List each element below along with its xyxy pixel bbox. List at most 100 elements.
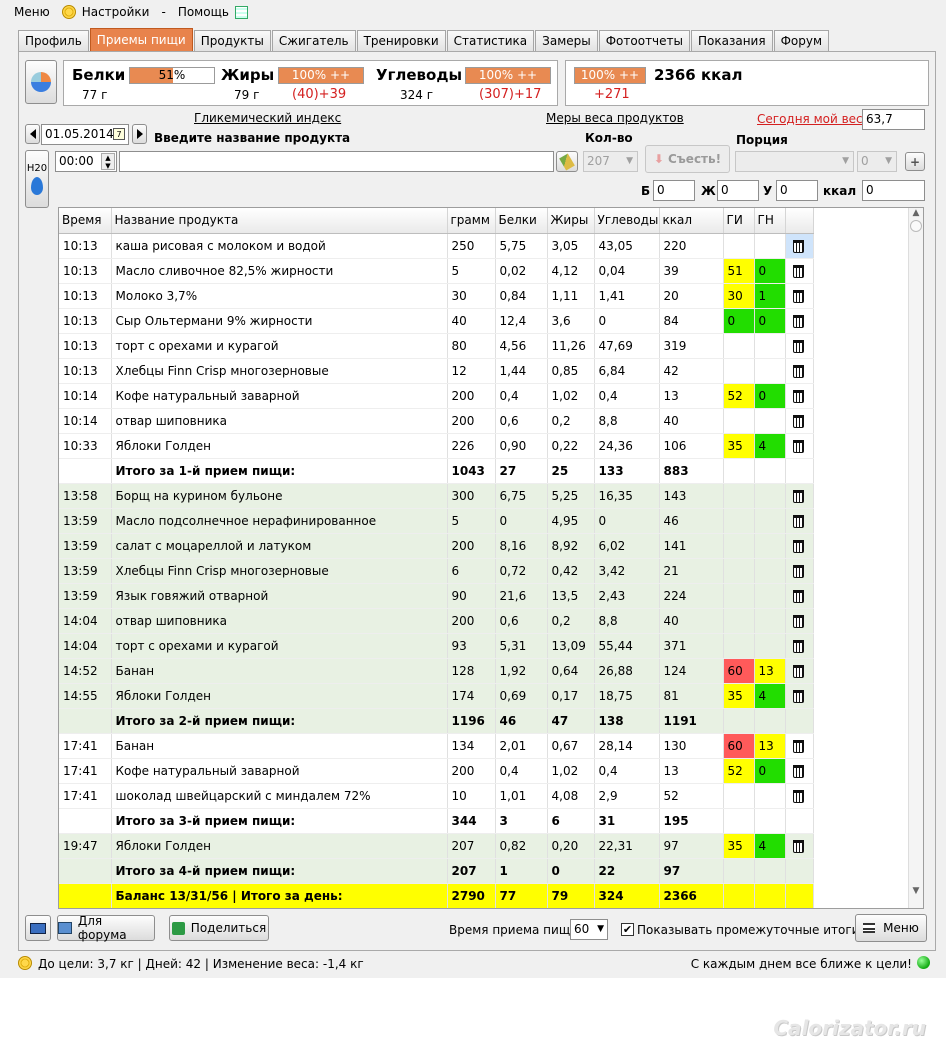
trash-icon[interactable] [792,489,804,503]
table-row[interactable]: 10:13 торт с орехами и курагой 80 4,56 11,26… [59,333,814,359]
table-row[interactable]: 13:59 Хлебцы Finn Crisp многозерновые 6 0,7… [59,558,814,584]
trash-icon[interactable] [792,664,804,678]
trash-icon[interactable] [792,514,804,528]
trash-icon[interactable] [792,839,804,853]
table-row[interactable]: 13:58 Борщ на курином бульоне 300 6,75 5,25 1… [59,483,814,509]
menu-button[interactable]: Меню [855,914,927,942]
tab-5[interactable]: Статистика [446,30,535,51]
scroll-up-arrow[interactable]: ▲ [912,208,920,218]
tab-9[interactable]: Форум [773,30,830,51]
table-row[interactable]: 10:14 Кофе натуральный заварной 200 0,4 1,02… [59,383,814,409]
menu-item-help[interactable]: Помощь [178,5,248,19]
time-spinner[interactable]: ▲ ▼ [101,153,115,170]
time-input[interactable]: 00:00 ▲ ▼ [55,151,117,172]
tab-1[interactable]: Приемы пищи [89,28,193,51]
table-row[interactable]: 14:52 Банан 128 1,92 0,64 26,88 124 60 13 [59,658,814,684]
next-date-button[interactable] [132,124,147,144]
trash-icon[interactable] [792,364,804,378]
tab-6[interactable]: Замеры [535,30,598,51]
table-total-row[interactable]: Итого за 1-й прием пищи: 1043 27 25 133 883 [59,458,814,484]
share-button[interactable]: Поделиться [169,915,269,941]
water-button[interactable]: H20 [25,150,49,208]
trash-icon[interactable] [792,539,804,553]
table-row[interactable]: 10:13 Молоко 3,7% 30 0,84 1,11 1,41 20 30 1 [59,283,814,309]
column-header[interactable]: Жиры [547,208,595,234]
trash-icon[interactable] [792,339,804,353]
column-header[interactable]: ГН [754,208,786,234]
trash-icon[interactable] [792,264,804,278]
table-scrollbar[interactable]: ▲ ▼ [908,208,923,908]
kcal-input[interactable]: 0 [862,180,925,201]
column-header[interactable]: Название продукта [111,208,448,234]
table-row[interactable]: 10:33 Яблоки Голден 226 0,90 0,22 24,36 106 35 4 [59,433,814,459]
portion-select[interactable]: ▼ [735,151,854,172]
column-header[interactable]: грамм [447,208,496,234]
trash-icon[interactable] [792,764,804,778]
todays-weight-link[interactable]: Сегодня мой вес: [757,112,867,126]
trash-icon[interactable] [792,439,804,453]
u-input[interactable]: 0 [776,180,818,201]
trash-icon[interactable] [792,789,804,803]
quantity-select[interactable]: 207 ▼ [583,151,638,172]
tab-2[interactable]: Продукты [193,30,271,51]
b-input[interactable]: 0 [653,180,695,201]
table-row[interactable]: 14:55 Яблоки Голден 174 0,69 0,17 18,75 81 35 4 [59,683,814,709]
table-total-row[interactable]: Итого за 2-й прием пищи: 1196 46 47 138 1191 [59,708,814,734]
table-row[interactable]: 13:59 Язык говяжий отварной 90 21,6 13,5 2,43… [59,583,814,609]
table-row[interactable]: 10:13 Хлебцы Finn Crisp многозерновые 12 1,… [59,358,814,384]
table-total-row[interactable]: Баланс 13/31/56 | Итого за день: 2790 77 79… [59,883,814,908]
tab-4[interactable]: Тренировки [356,30,446,51]
table-row[interactable]: 13:59 салат с моцареллой и латуком 200 8,16… [59,533,814,559]
menu-item-menu[interactable]: Меню [14,5,50,19]
trash-icon[interactable] [792,589,804,603]
table-row[interactable]: 17:41 Банан 134 2,01 0,67 28,14 130 60 13 [59,733,814,759]
add-portion-button[interactable]: + [905,152,925,171]
table-row[interactable]: 14:04 торт с орехами и курагой 93 5,31 13,09… [59,633,814,659]
show-totals-checkbox[interactable]: ✔ [621,923,634,936]
column-header[interactable]: Белки [495,208,548,234]
table-total-row[interactable]: Итого за 3-й прием пищи: 344 3 6 31 195 [59,808,814,834]
scroll-down-arrow[interactable]: ▼ [912,886,920,896]
chart-button[interactable] [25,60,57,104]
trash-icon[interactable] [792,239,804,253]
trash-icon[interactable] [792,314,804,328]
weight-input[interactable]: 63,7 [862,109,925,130]
tab-7[interactable]: Фотоотчеты [598,30,690,51]
trash-icon[interactable] [792,414,804,428]
product-search-input[interactable] [119,151,554,172]
scroll-thumb[interactable] [910,220,922,232]
calculator-icon[interactable] [234,5,248,19]
table-row[interactable]: 19:47 Яблоки Голден 207 0,82 0,20 22,31 97 35 4 [59,833,814,859]
glycemic-index-link[interactable]: Гликемический индекс [194,111,342,125]
tab-0[interactable]: Профиль [18,30,89,51]
trash-icon[interactable] [792,614,804,628]
eat-button[interactable]: ⬇ Съесть! [645,145,730,173]
column-header[interactable]: Время [59,208,112,234]
column-header[interactable]: Углеводы [594,208,660,234]
trash-icon[interactable] [792,289,804,303]
table-row[interactable]: 10:13 Масло сливочное 82,5% жирности 5 0,02… [59,258,814,284]
tab-3[interactable]: Сжигатель [271,30,356,51]
clear-button[interactable] [556,151,578,172]
table-row[interactable]: 14:04 отвар шиповника 200 0,6 0,2 8,8 40 [59,608,814,634]
trash-icon[interactable] [792,564,804,578]
calendar-icon[interactable]: 7 [113,128,125,140]
table-row[interactable]: 13:59 Масло подсолнечное нерафинированное… [59,508,814,534]
portion-count-select[interactable]: 0 ▼ [857,151,897,172]
table-row[interactable]: 17:41 Кофе натуральный заварной 200 0,4 1,02… [59,758,814,784]
trash-icon[interactable] [792,389,804,403]
menu-item-settings[interactable]: Настройки [61,5,149,19]
trash-icon[interactable] [792,639,804,653]
html-button[interactable] [25,915,51,941]
table-total-row[interactable]: Итого за 4-й прием пищи: 207 1 0 22 97 [59,858,814,884]
table-row[interactable]: 10:14 отвар шиповника 200 0,6 0,2 8,8 40 [59,408,814,434]
weight-measures-link[interactable]: Меры веса продуктов [546,111,684,125]
tab-8[interactable]: Показания [691,30,773,51]
for-forum-button[interactable]: Для форума [57,914,155,942]
column-header[interactable]: ккал [659,208,724,234]
zh-input[interactable]: 0 [717,180,759,201]
meal-time-select[interactable]: 60 ▼ [570,919,608,940]
date-picker[interactable]: 01.05.2014 7 [41,124,129,145]
column-header[interactable]: ГИ [723,208,755,234]
trash-icon[interactable] [792,689,804,703]
